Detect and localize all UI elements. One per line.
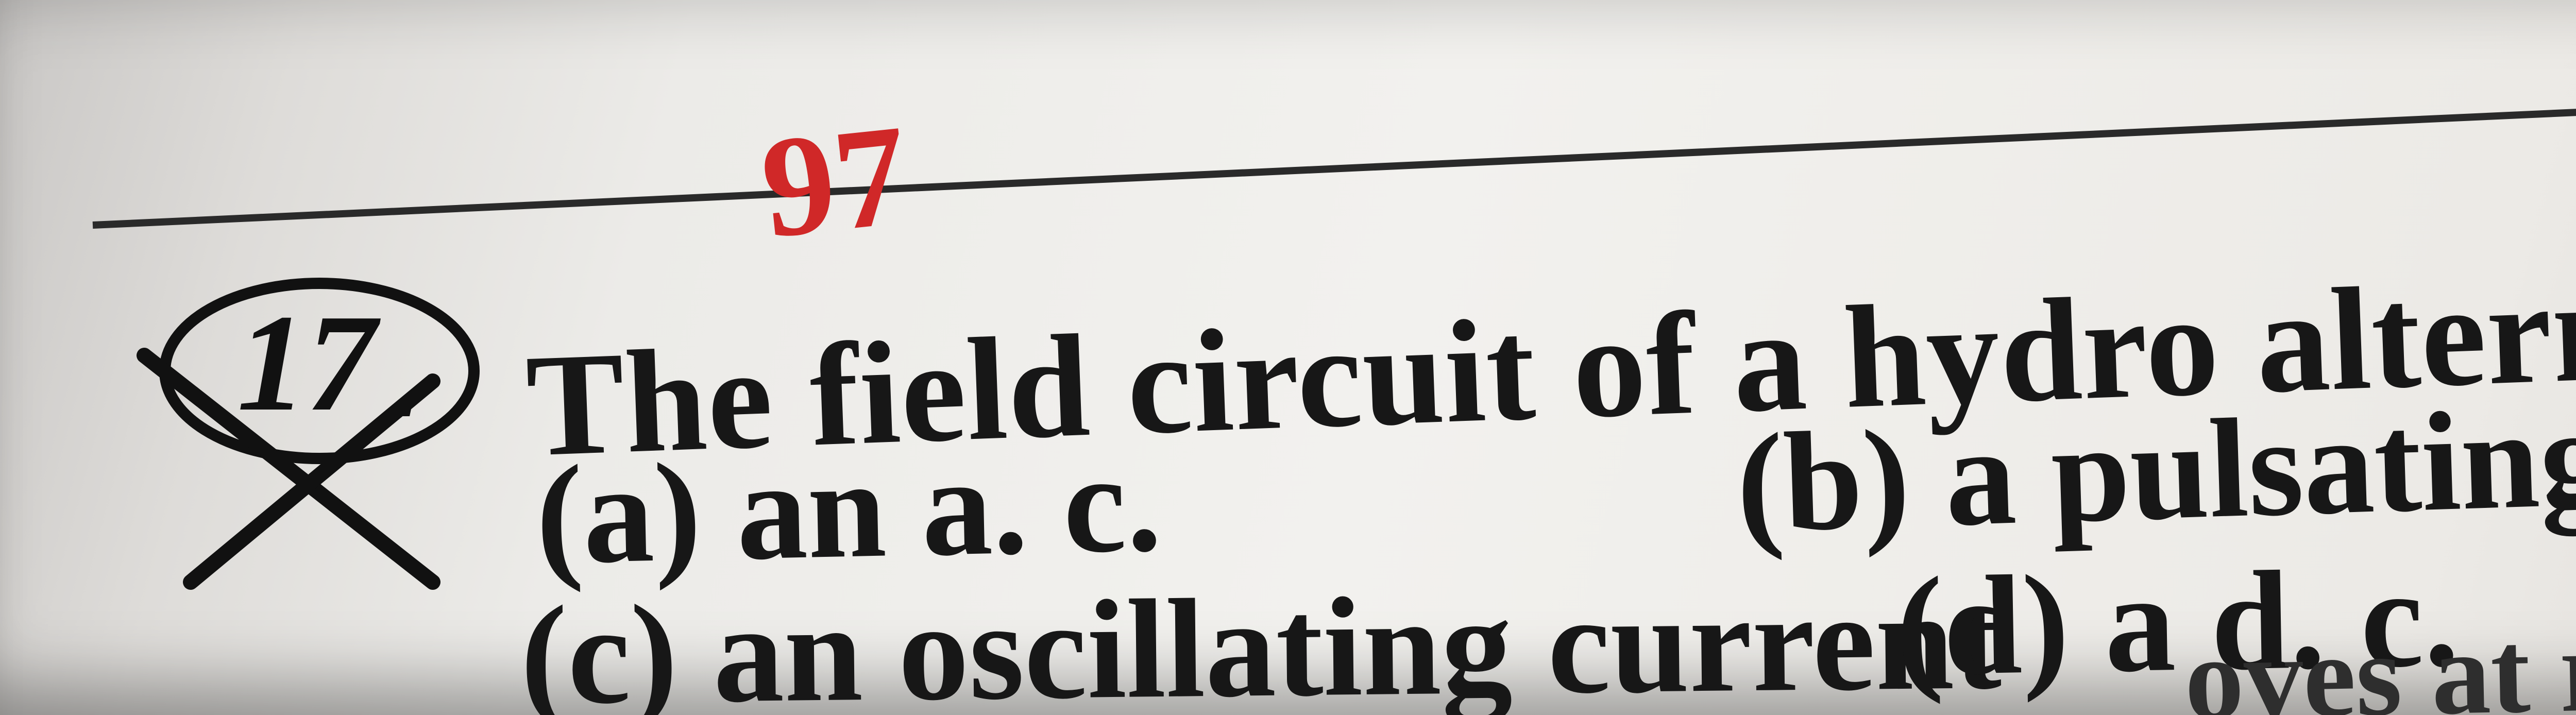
handwritten-top-center: 97 [754,91,915,271]
header-rule [93,93,2576,229]
qnum-cross-icon [124,340,495,608]
question-number-marker: 17 [155,268,495,536]
scanned-page: 133 97 60 110 17 The field circuit of a … [0,0,2576,715]
option-c: (c) an oscillating current [519,559,2002,715]
